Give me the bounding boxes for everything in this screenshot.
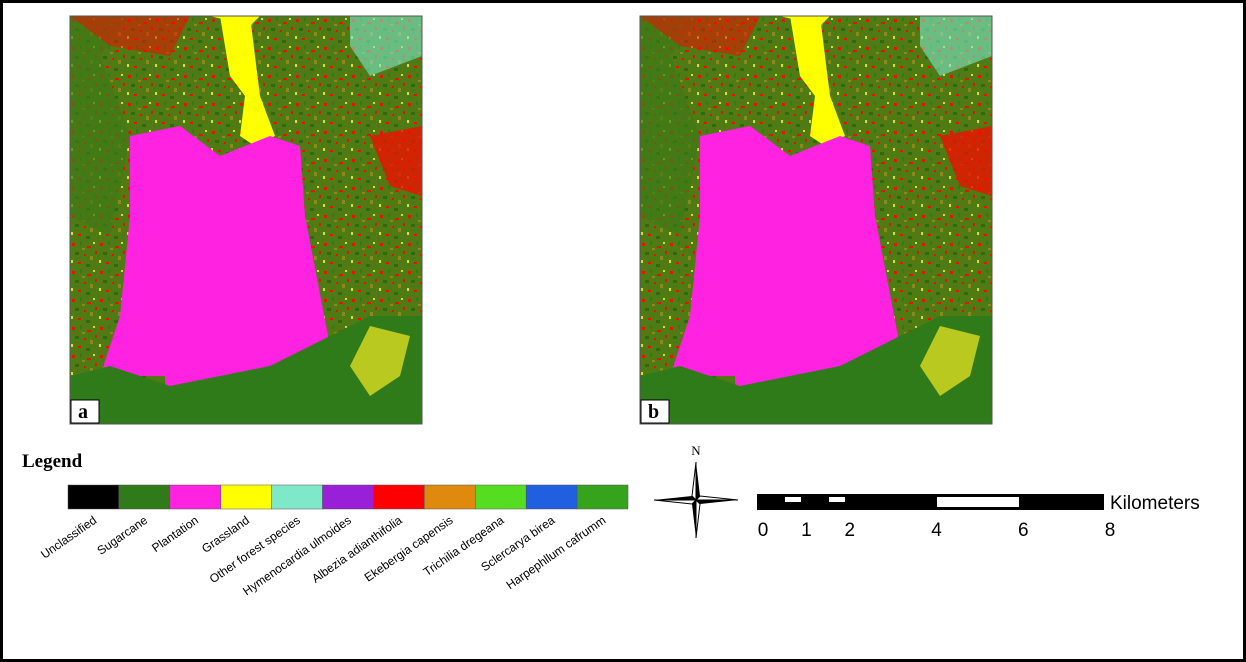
legend-label: Plantation <box>149 513 201 555</box>
legend-swatch <box>221 485 272 509</box>
legend-swatch <box>373 485 424 509</box>
legend-label: Sugarcane <box>95 513 151 558</box>
panel-label: b <box>648 401 659 423</box>
page: a b Legend UnclassifiedSugarcanePlantati… <box>0 0 1246 662</box>
scale-tick-labels: 0 1 2 4 6 8 <box>758 520 1116 541</box>
legend-swatch <box>272 485 323 509</box>
scale-tick-label: 2 <box>844 520 855 541</box>
legend-title: Legend <box>22 451 83 472</box>
legend-swatch <box>119 485 170 509</box>
legend-swatch <box>170 485 221 509</box>
figure: a b Legend UnclassifiedSugarcanePlantati… <box>0 0 1246 662</box>
legend-label: Unclassified <box>38 513 99 562</box>
legend-swatch <box>475 485 526 509</box>
scale-tick-label: 6 <box>1018 520 1029 541</box>
map-panel: b <box>640 16 992 424</box>
scale-tick-label: 4 <box>931 520 942 541</box>
scale-bar <box>757 494 1104 510</box>
legend-label: Ekebergia capensis <box>362 513 456 585</box>
legend-swatch <box>323 485 374 509</box>
legend-label: Albezia adianthifolia <box>309 513 405 586</box>
scale-tick-label: 8 <box>1105 520 1116 541</box>
legend-swatch <box>424 485 475 509</box>
legend-swatch <box>68 485 119 509</box>
legend-label: Other forest species <box>207 513 303 586</box>
legend-swatch <box>577 485 628 509</box>
legend-swatch <box>526 485 577 509</box>
map-panel: a <box>70 16 422 424</box>
panel-label: a <box>78 401 88 423</box>
north-arrow: N <box>654 443 738 538</box>
scale-tick-label: 1 <box>801 520 812 541</box>
scale-tick-label: 0 <box>758 520 769 541</box>
scale-unit: Kilometers <box>1110 493 1200 514</box>
north-label: N <box>691 443 701 458</box>
